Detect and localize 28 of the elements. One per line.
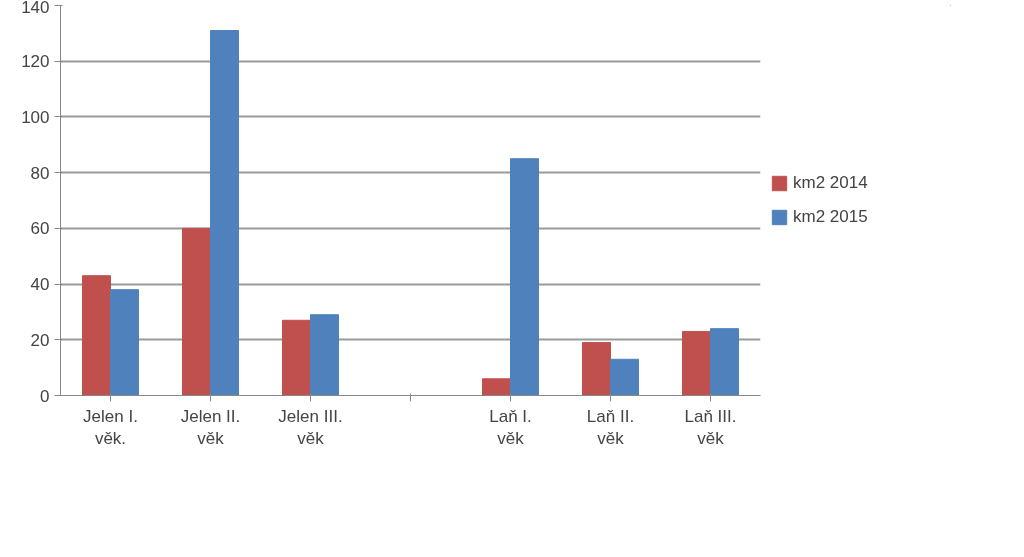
bar	[210, 30, 239, 396]
y-tick-label: 100	[21, 107, 50, 127]
y-tick-label: 20	[30, 330, 50, 350]
bar	[282, 319, 311, 396]
x-tick-label: Jelen III. věk	[278, 406, 343, 449]
x-tick-label: Jelen II. věk	[180, 406, 241, 449]
legend-label: km2 2014	[793, 173, 868, 193]
bar	[110, 289, 139, 396]
bar	[482, 378, 511, 396]
x-tick-label: Jelen I. věk.	[83, 406, 138, 449]
y-tick-label: 40	[30, 275, 50, 295]
x-tick-label: Laň III. věk	[684, 406, 737, 449]
x-tick-label: Laň II. věk	[586, 406, 635, 449]
bar	[310, 314, 339, 396]
bar	[182, 227, 211, 396]
y-tick-label: 120	[21, 52, 50, 72]
y-tick-label: 60	[30, 219, 50, 239]
y-tick-label: 140	[21, 0, 50, 17]
bar	[682, 330, 711, 396]
bar	[610, 358, 639, 396]
x-tick-label: Laň I. věk	[489, 406, 532, 449]
bar	[710, 328, 739, 396]
y-tick-label: 80	[30, 163, 50, 183]
bar	[82, 275, 111, 396]
y-tick-label: 0	[40, 386, 50, 406]
bar	[510, 158, 539, 396]
legend-label: km2 2015	[793, 207, 868, 227]
bar	[582, 342, 611, 396]
